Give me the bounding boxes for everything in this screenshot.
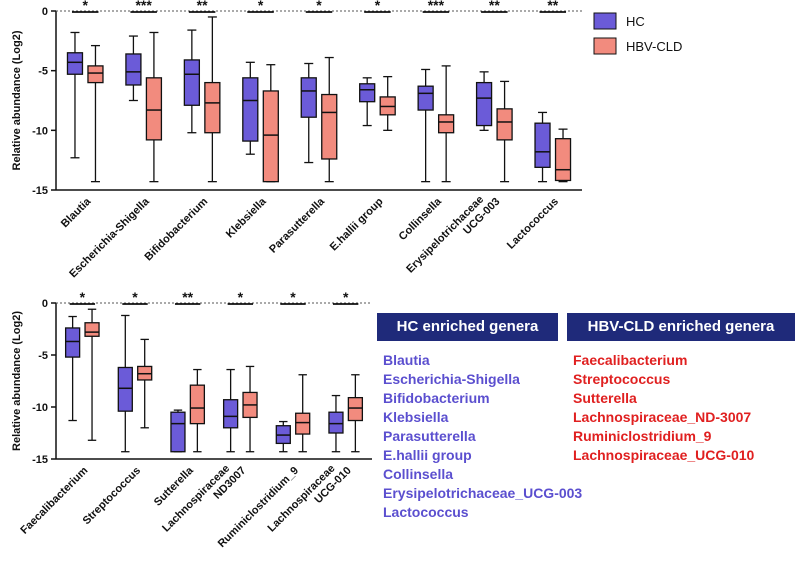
legend-hbv-label: HBV-CLD: [626, 39, 682, 54]
bottom-box-chart: 0 -5 -10 -15 Relative abundance (Log2) * Faeca…: [11, 289, 372, 550]
hc-genus-item: Erysipelotrichaceae_UCG-003: [383, 485, 583, 501]
top-box-chart: 0 -5 -10 -15 Relative abundance (Log2) * Blaut…: [11, 0, 582, 284]
hc-box: [117, 366, 133, 412]
category-label-line: Klebsiella: [224, 195, 269, 240]
y-tick-label: -15: [32, 454, 48, 466]
significance-label: *: [375, 0, 381, 13]
category-label: ErysipelotrichaceaeUCG-003: [404, 186, 502, 284]
category-label-line: Streptococcus: [81, 465, 144, 528]
y-tick-label: 0: [42, 6, 48, 18]
hbv-box: [145, 77, 163, 141]
y-tick-label: -5: [38, 66, 48, 78]
hc-box: [183, 59, 201, 106]
hc-genus-item: Blautia: [383, 352, 430, 368]
legend-hbv-swatch: [593, 37, 617, 55]
hc-genus-item: Collinsella: [383, 466, 454, 482]
category-label-line: Parasutterella: [267, 195, 328, 256]
hbv-enriched-list: Faecalibacterium Streptococcus Sutterella L…: [567, 351, 795, 465]
significance-label: **: [547, 0, 558, 13]
hbv-enriched-title: HBV-CLD enriched genera: [567, 313, 795, 341]
significance-label: *: [290, 289, 296, 305]
hc-genus-item: Lactococcus: [383, 504, 469, 520]
hc-box: [222, 399, 239, 429]
hbv-enriched-panel: HBV-CLD enriched genera Faecalibacterium…: [567, 313, 795, 465]
significance-label: ***: [428, 0, 445, 13]
category-label-line: E.hallii group: [328, 195, 386, 253]
hbv-genus-item: Faecalibacterium: [573, 352, 688, 368]
hc-genus-item: Parasutterella: [383, 428, 476, 444]
hbv-box: [262, 90, 279, 183]
hc-genus-item: E.hallii group: [383, 447, 472, 463]
y-tick-label: -15: [32, 185, 48, 197]
category-label: Faecalibacterium: [18, 464, 90, 536]
hbv-box: [554, 138, 572, 182]
hbv-genus-item: Ruminiclostridium_9: [573, 428, 712, 444]
hc-enriched-title: HC enriched genera: [377, 313, 558, 341]
category-label-line: Erysipelotrichaceae: [404, 194, 486, 276]
hc-box: [534, 122, 551, 168]
significance-label: *: [132, 289, 138, 305]
significance-label: *: [343, 289, 349, 305]
category-label-line: Lactococcus: [505, 196, 561, 252]
significance-label: *: [82, 0, 88, 13]
category-label-line: Faecalibacterium: [18, 464, 90, 536]
y-axis-label: Relative abundance (Log2): [11, 311, 23, 451]
significance-label: ***: [135, 0, 152, 13]
hc-box: [300, 77, 317, 118]
hc-box: [417, 85, 434, 111]
y-axis-label: Relative abundance (Log2): [11, 30, 23, 170]
hbv-genus-item: Lachnospiraceae_ND-3007: [573, 409, 752, 425]
hc-box: [125, 53, 142, 86]
hc-enriched-list: Blautia Escherichia-Shigella Bifidobacteri…: [377, 351, 583, 522]
category-label: Blautia: [59, 195, 94, 230]
hc-box: [64, 327, 81, 358]
hc-genus-item: Escherichia-Shigella: [383, 371, 520, 387]
legend-hc-swatch: [593, 12, 617, 30]
hbv-box: [437, 114, 455, 134]
y-tick-label: -5: [38, 350, 48, 362]
significance-label: **: [197, 0, 208, 13]
significance-label: *: [80, 289, 86, 305]
significance-label: *: [238, 289, 244, 305]
category-label: Bifidobacterium: [143, 195, 211, 263]
hc-enriched-panel: HC enriched genera Blautia Escherichia-Sh…: [377, 313, 583, 522]
category-label: E.hallii group: [328, 195, 386, 253]
category-label-line: Bifidobacterium: [143, 195, 211, 263]
category-label: Lactococcus: [505, 196, 561, 252]
hc-genus-item: Klebsiella: [383, 409, 449, 425]
legend-hc-label: HC: [626, 14, 645, 29]
hbv-box: [295, 412, 311, 435]
y-tick-label: -10: [32, 402, 48, 414]
significance-label: *: [258, 0, 264, 13]
hbv-genus-item: Lachnospiraceae_UCG-010: [573, 447, 755, 463]
hbv-box: [347, 396, 364, 422]
hc-box: [170, 411, 186, 453]
hc-box: [359, 83, 376, 103]
category-label: LachnospiraceaeUCG-010: [265, 455, 353, 543]
y-tick-label: 0: [42, 298, 48, 310]
y-tick-label: -10: [32, 125, 48, 137]
hbv-genus-item: Streptococcus: [573, 371, 671, 387]
hbv-box: [84, 322, 100, 337]
hbv-box: [87, 65, 104, 84]
significance-label: **: [182, 289, 193, 305]
hc-box: [66, 52, 84, 75]
category-label: Streptococcus: [81, 465, 144, 528]
hc-box: [328, 411, 344, 434]
category-label-line: Blautia: [59, 195, 94, 230]
hbv-genus-item: Sutterella: [573, 390, 637, 406]
significance-label: **: [489, 0, 500, 13]
category-label: Parasutterella: [267, 195, 328, 256]
significance-label: *: [316, 0, 322, 13]
hbv-box: [204, 81, 221, 134]
hc-box: [475, 81, 493, 127]
hc-genus-item: Bifidobacterium: [383, 390, 490, 406]
legend: HC HBV-CLD: [593, 12, 682, 55]
hbv-box: [496, 108, 513, 141]
hbv-box: [189, 384, 206, 425]
category-label: Klebsiella: [224, 195, 269, 240]
hbv-box: [321, 93, 338, 160]
hc-box: [242, 77, 259, 142]
